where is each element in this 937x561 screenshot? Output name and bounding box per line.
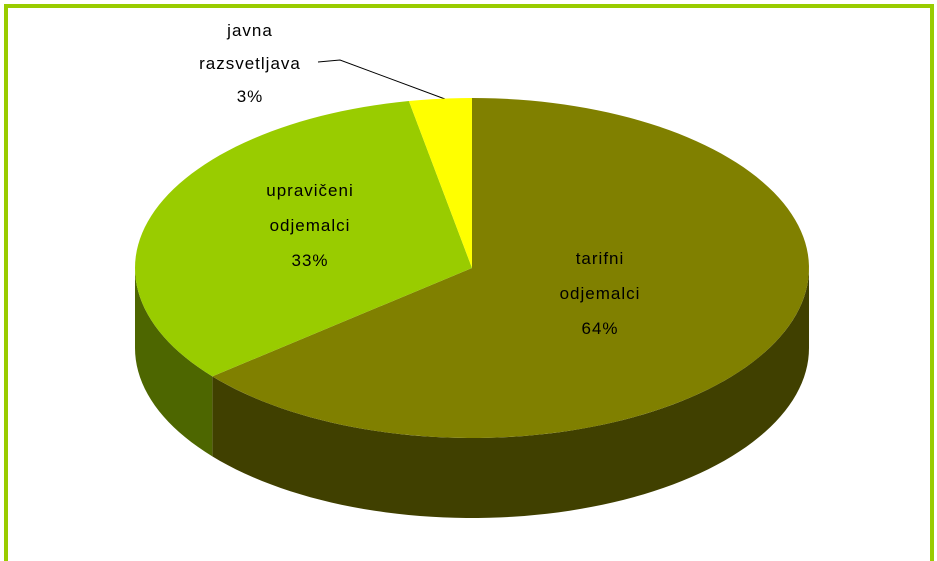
slice-label: javna razsvetljava 3% <box>185 14 315 113</box>
category-label: javna razsvetljava <box>199 21 301 73</box>
category-label: tarifni odjemalci <box>559 249 641 303</box>
slice-side <box>212 268 809 518</box>
slice-label: upravičeni odjemalci 33% <box>245 173 375 278</box>
slice <box>212 98 809 438</box>
category-label: upravičeni odjemalci <box>266 181 354 235</box>
value-label: 64% <box>581 319 619 338</box>
slice-side <box>135 268 213 457</box>
slices <box>135 98 809 518</box>
value-label: 33% <box>291 251 329 270</box>
leader-line <box>317 59 446 100</box>
frame <box>4 4 934 561</box>
value-label: 3% <box>236 87 264 106</box>
slice-label: tarifni odjemalci 64% <box>535 241 665 346</box>
slice <box>408 98 472 268</box>
slice <box>135 101 472 377</box>
